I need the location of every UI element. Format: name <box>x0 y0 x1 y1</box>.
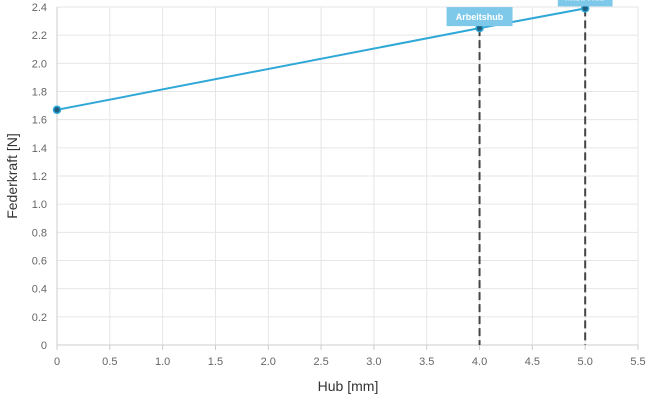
y-tick-label: 2.4 <box>32 2 47 14</box>
annotation-label: Max. Hub <box>565 0 606 2</box>
x-tick-label: 2.5 <box>313 356 328 368</box>
y-tick-label: 1.0 <box>32 199 47 211</box>
guide-lines <box>478 8 587 345</box>
y-tick-label: 2.0 <box>32 58 47 70</box>
y-tick-label: 1.2 <box>32 171 47 183</box>
x-tick-label: 4.0 <box>472 356 487 368</box>
x-tick-label: 5.0 <box>578 356 593 368</box>
y-tick-label: 1.6 <box>32 115 47 127</box>
annotation-box <box>446 7 513 27</box>
x-tick-label: 4.5 <box>525 356 540 368</box>
x-tick-label: 0.5 <box>102 356 117 368</box>
y-axis-title: Federkraft [N] <box>4 133 20 219</box>
x-tick-label: 1.5 <box>208 356 223 368</box>
annotation-label: Arbeitshub <box>456 12 504 22</box>
x-tick-label: 3.0 <box>366 356 381 368</box>
x-tick-label: 0 <box>54 356 60 368</box>
y-tick-label: 1.8 <box>32 87 47 99</box>
series-layer <box>52 4 590 115</box>
x-axis-title: Hub [mm] <box>318 378 379 394</box>
x-tick-label: 5.5 <box>630 356 645 368</box>
y-tick-label: 0.4 <box>32 284 47 296</box>
y-tick-label: 0.6 <box>32 256 47 268</box>
axes: 0 0.5 1.0 1.5 2.0 2.5 3.0 3.5 4.0 4.5 5.0 5.5 0 0.2 0.… <box>32 2 646 368</box>
annotation-box <box>557 0 613 7</box>
grid-lines <box>56 6 639 346</box>
y-tick-label: 2.2 <box>32 30 47 42</box>
y-tick-label: 0.8 <box>32 227 47 239</box>
y-tick-label: 0 <box>41 340 47 352</box>
annotations: Arbeitshub Max. Hub <box>446 0 613 27</box>
x-tick-label: 1.0 <box>155 356 170 368</box>
y-tick-label: 0.2 <box>32 312 47 324</box>
y-tick-label: 1.4 <box>32 143 47 155</box>
x-tick-label: 2.0 <box>261 356 276 368</box>
x-tick-label: 3.5 <box>419 356 434 368</box>
data-point <box>52 105 62 115</box>
